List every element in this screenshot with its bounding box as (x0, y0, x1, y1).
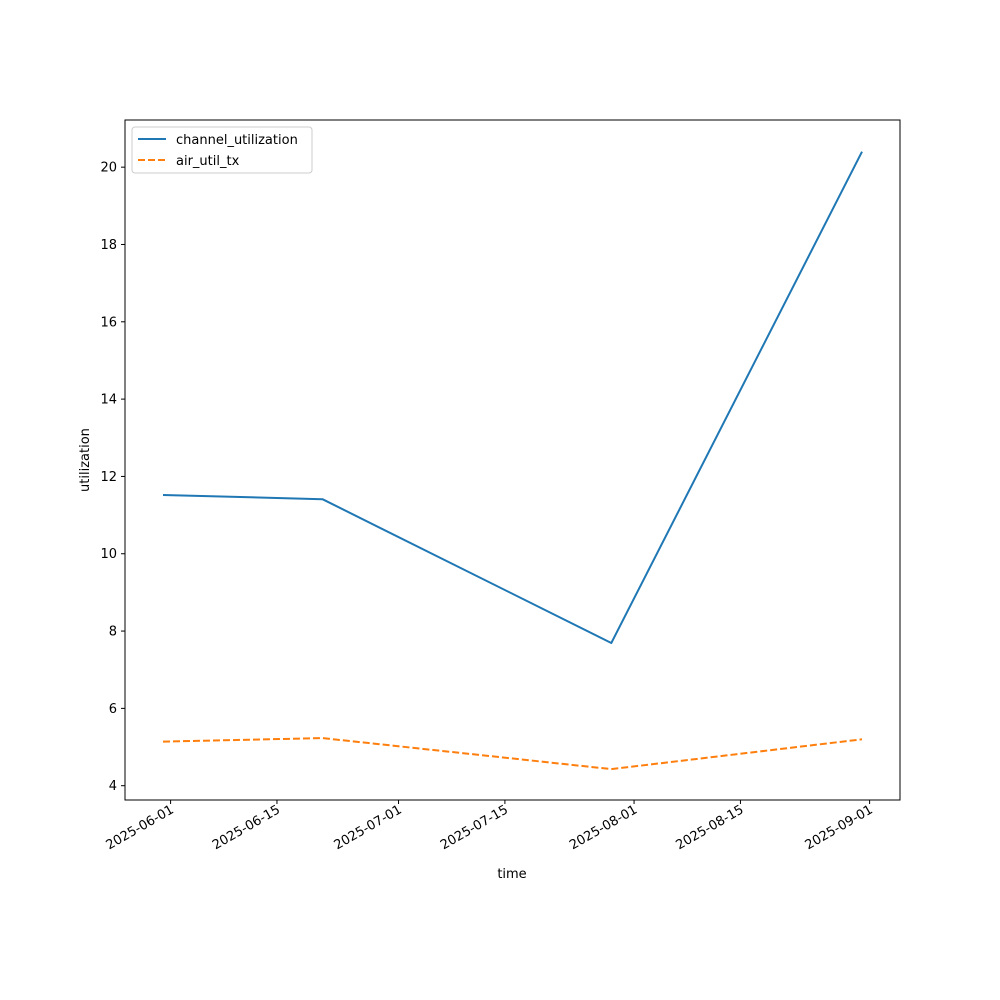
series-line-channel-utilization (162, 151, 863, 644)
y-tick-label: 4 (109, 779, 117, 794)
legend-label-channel-utilization: channel_utilization (176, 133, 298, 148)
y-tick-label: 20 (100, 161, 117, 176)
y-tick-label: 18 (100, 238, 117, 253)
plot-area (125, 120, 900, 800)
x-axis-label: time (497, 867, 526, 882)
y-tick-label: 16 (100, 315, 117, 330)
axes-background (125, 120, 900, 800)
legend: channel_utilization air_util_tx (131, 126, 313, 174)
legend-label-air-util-tx: air_util_tx (176, 154, 240, 169)
y-tick-label: 8 (109, 625, 117, 640)
y-tick-label: 6 (109, 702, 117, 717)
y-axis-label: utilization (78, 428, 93, 492)
y-axis: 4 6 8 10 12 14 16 18 20 (100, 161, 125, 794)
series-layer (162, 151, 863, 771)
axes-frame (124, 119, 901, 801)
y-tick-label: 14 (100, 393, 117, 408)
series-line-air-util-tx (162, 737, 863, 771)
y-tick-label: 10 (100, 547, 117, 562)
legend-box (131, 126, 313, 174)
y-tick-label: 12 (100, 470, 117, 485)
